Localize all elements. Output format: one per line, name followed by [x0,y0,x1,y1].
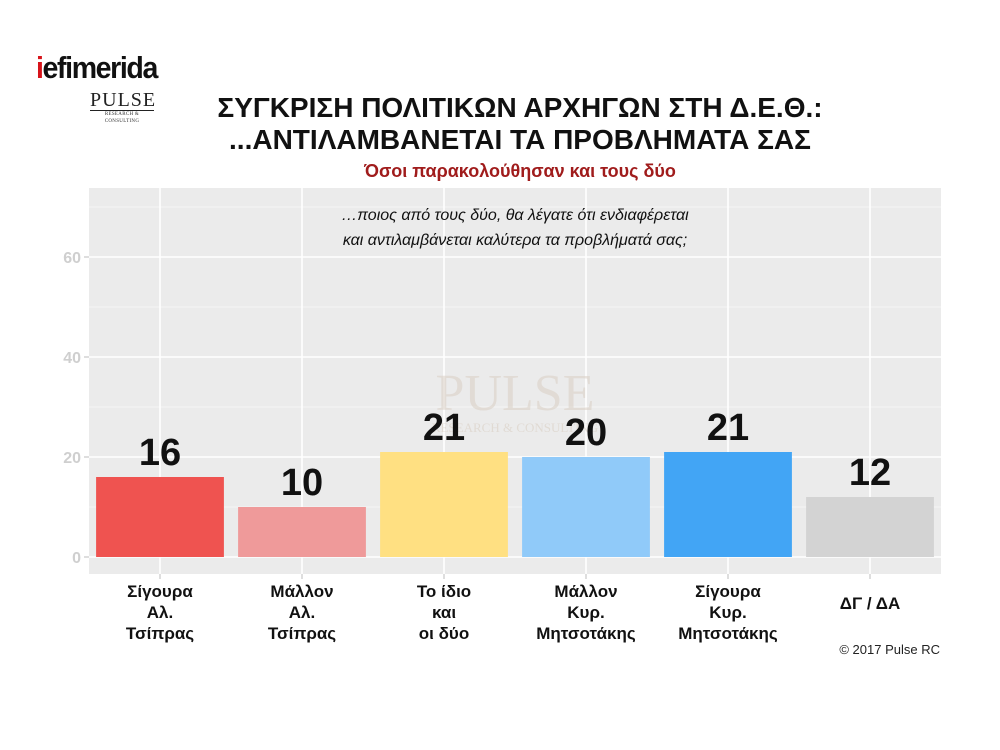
pulse-logo-sub: RESEARCH & CONSULTING [90,110,154,125]
x-tick-label: Σίγουρα [127,582,193,601]
bar [380,452,508,557]
bar [664,452,792,557]
x-tick-label: Τσίπρας [126,624,194,643]
data-label: 21 [423,407,465,449]
plot-panel [89,188,941,574]
data-label: 20 [565,412,607,454]
copyright-note: © 2017 Pulse RC [839,642,940,657]
x-tick-label: και [432,603,456,622]
y-tick-label: 60 [63,250,81,267]
bar [522,457,650,557]
x-tick-label: ΔΓ / ΔΑ [840,594,900,613]
data-label: 16 [139,432,181,474]
x-tick-label: Μάλλον [554,582,617,601]
bar [96,477,224,557]
bar [806,497,934,557]
pulse-logo: PULSE RESEARCH & CONSULTING [90,89,157,125]
y-tick-label: 40 [63,350,81,367]
data-label: 12 [849,452,891,494]
question-text-line: και αντιλαμβάνεται καλύτερα τα προβλήματ… [343,232,687,249]
x-tick-label: Σίγουρα [695,582,761,601]
pulse-watermark-sub: RESEARCH & CONSULTING [432,420,598,435]
x-tick-label: Αλ. [289,603,315,622]
x-tick-label: Κυρ. [709,603,746,622]
y-tick-label: 20 [63,450,81,467]
chart-title-line2: ...ΑΝΤΙΛΑΜΒΑΝΕΤΑΙ ΤΑ ΠΡΟΒΛΗΜΑΤΑ ΣΑΣ [229,124,811,155]
pulse-logo-word: PULSE [90,89,157,111]
pulse-watermark: PULSE [436,365,595,422]
chart-subtitle: Όσοι παρακολούθησαν και τους δύο [364,161,676,181]
question-text-line: …ποιος από τους δύο, θα λέγατε ότι ενδια… [341,207,689,224]
chart-title-line1: ΣΥΓΚΡΙΣΗ ΠΟΛΙΤΙΚΩΝ ΑΡΧΗΓΩΝ ΣΤΗ Δ.Ε.Θ.: [217,92,823,123]
x-tick-label: Τσίπρας [268,624,336,643]
iefimerida-wordmark: iefimerida [36,50,158,85]
data-label: 21 [707,407,749,449]
x-tick-label: Μητσοτάκης [536,624,636,643]
x-tick-label: Το ίδιο [417,582,471,601]
y-tick-label: 0 [72,550,81,567]
x-tick-label: Μάλλον [270,582,333,601]
iefimerida-pulse-logo: iefimerida PULSE RESEARCH & CONSULTING [36,50,166,125]
x-tick-label: Αλ. [147,603,173,622]
data-label: 10 [281,462,323,504]
x-tick-label: Μητσοτάκης [678,624,778,643]
x-tick-label: Κυρ. [567,603,604,622]
x-tick-label: οι δύο [419,624,469,643]
bar [238,507,366,557]
